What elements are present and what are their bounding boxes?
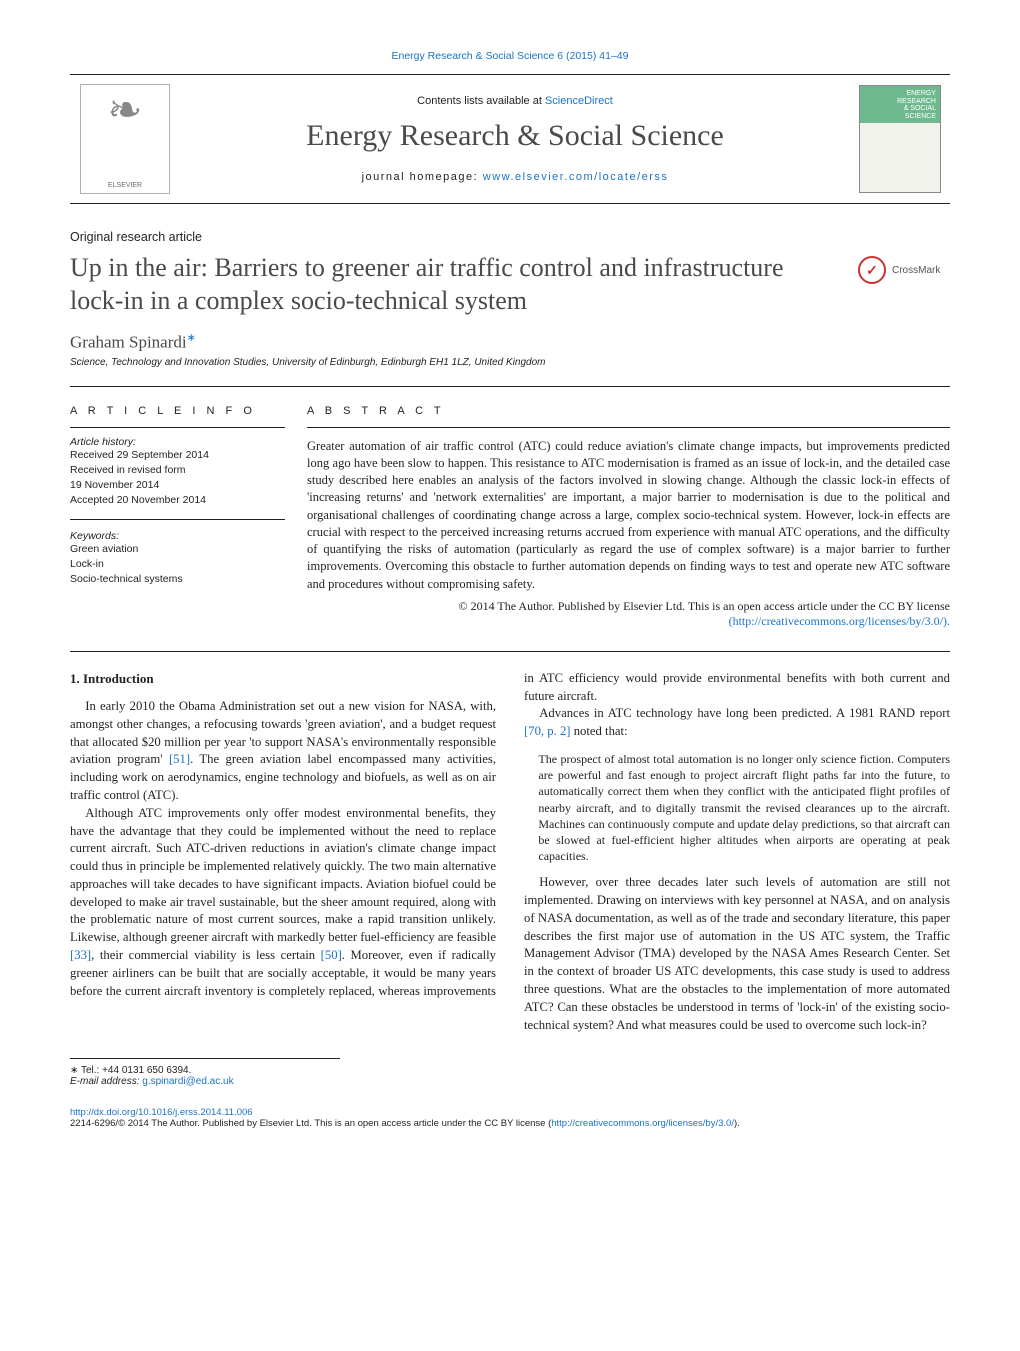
keywords-label: Keywords: bbox=[70, 530, 285, 542]
footer-license-link[interactable]: http://creativecommons.org/licenses/by/3… bbox=[551, 1118, 734, 1129]
keyword-2: Lock-in bbox=[70, 557, 285, 572]
cover-top-text: ENERGY RESEARCH & SOCIAL SCIENCE bbox=[860, 86, 940, 123]
history-received: Received 29 September 2014 bbox=[70, 448, 285, 463]
author-line: Graham Spinardi∗ bbox=[70, 331, 950, 353]
email-label: E-mail address: bbox=[70, 1076, 142, 1087]
cite-51[interactable]: [51] bbox=[169, 752, 190, 766]
doi-link[interactable]: http://dx.doi.org/10.1016/j.erss.2014.11… bbox=[70, 1107, 253, 1118]
masthead-center: Contents lists available at ScienceDirec… bbox=[180, 75, 850, 203]
cover-thumb-box: ENERGY RESEARCH & SOCIAL SCIENCE bbox=[850, 75, 950, 203]
history-accepted: Accepted 20 November 2014 bbox=[70, 493, 285, 508]
contents-line: Contents lists available at ScienceDirec… bbox=[417, 95, 613, 107]
abstract-heading: A B S T R A C T bbox=[307, 405, 950, 417]
cover-thumbnail: ENERGY RESEARCH & SOCIAL SCIENCE bbox=[859, 85, 941, 193]
block-quote: The prospect of almost total automation … bbox=[538, 751, 950, 864]
affiliation: Science, Technology and Innovation Studi… bbox=[70, 357, 950, 368]
keywords-box: Keywords: Green aviation Lock-in Socio-t… bbox=[70, 530, 285, 588]
corresponding-email[interactable]: g.spinardi@ed.ac.uk bbox=[142, 1076, 233, 1087]
cite-70[interactable]: [70, p. 2] bbox=[524, 724, 571, 738]
homepage-link[interactable]: www.elsevier.com/locate/erss bbox=[483, 171, 669, 183]
abstract-text: Greater automation of air traffic contro… bbox=[307, 438, 950, 593]
publisher-logo: ❧ ELSEVIER bbox=[80, 84, 170, 194]
contents-prefix: Contents lists available at bbox=[417, 95, 545, 107]
license-link[interactable]: (http://creativecommons.org/licenses/by/… bbox=[729, 614, 950, 628]
sciencedirect-link[interactable]: ScienceDirect bbox=[545, 95, 613, 107]
keyword-1: Green aviation bbox=[70, 542, 285, 557]
history-box: Article history: Received 29 September 2… bbox=[70, 427, 285, 520]
article-title: Up in the air: Barriers to greener air t… bbox=[70, 252, 842, 317]
crossmark-label: CrossMark bbox=[892, 265, 940, 276]
author-name: Graham Spinardi bbox=[70, 333, 187, 352]
abstract-column: A B S T R A C T Greater automation of ai… bbox=[307, 405, 950, 629]
crossmark-badge[interactable]: ✓ CrossMark bbox=[858, 256, 950, 284]
corresponding-tel: ∗ Tel.: +44 0131 650 6394. bbox=[70, 1065, 340, 1076]
homepage-line: journal homepage: www.elsevier.com/locat… bbox=[362, 171, 669, 183]
article-type: Original research article bbox=[70, 230, 950, 244]
publisher-name: ELSEVIER bbox=[108, 182, 142, 189]
issn-tail: ). bbox=[734, 1118, 740, 1129]
elsevier-tree-icon: ❧ bbox=[107, 89, 142, 131]
history-label: Article history: bbox=[70, 436, 285, 448]
article-info-heading: A R T I C L E I N F O bbox=[70, 405, 285, 417]
corresponding-asterisk: ∗ bbox=[187, 332, 196, 344]
para-4: However, over three decades later such l… bbox=[524, 874, 950, 1034]
history-revised: Received in revised form 19 November 201… bbox=[70, 463, 285, 493]
divider bbox=[70, 651, 950, 652]
cite-33[interactable]: [33] bbox=[70, 948, 91, 962]
article-info-column: A R T I C L E I N F O Article history: R… bbox=[70, 405, 285, 629]
para-3: Advances in ATC technology have long bee… bbox=[524, 705, 950, 741]
info-abstract-row: A R T I C L E I N F O Article history: R… bbox=[70, 386, 950, 629]
issn-copyright: 2214-6296/© 2014 The Author. Published b… bbox=[70, 1118, 551, 1129]
page-footer: http://dx.doi.org/10.1016/j.erss.2014.11… bbox=[70, 1107, 950, 1129]
footnotes: ∗ Tel.: +44 0131 650 6394. E-mail addres… bbox=[70, 1058, 340, 1087]
para-1: In early 2010 the Obama Administration s… bbox=[70, 698, 496, 805]
copyright-line: © 2014 The Author. Published by Elsevier… bbox=[307, 599, 950, 629]
keyword-3: Socio-technical systems bbox=[70, 572, 285, 587]
journal-name: Energy Research & Social Science bbox=[306, 119, 724, 153]
crossmark-icon: ✓ bbox=[858, 256, 886, 284]
copyright-text: © 2014 The Author. Published by Elsevier… bbox=[459, 599, 950, 613]
publisher-logo-box: ❧ ELSEVIER bbox=[70, 75, 180, 203]
cite-50[interactable]: [50] bbox=[321, 948, 342, 962]
homepage-prefix: journal homepage: bbox=[362, 171, 483, 183]
cover-body-placeholder bbox=[860, 123, 940, 192]
section-heading: 1. Introduction bbox=[70, 670, 496, 688]
masthead: ❧ ELSEVIER Contents lists available at S… bbox=[70, 74, 950, 204]
body-columns: 1. Introduction In early 2010 the Obama … bbox=[70, 670, 950, 1034]
running-head: Energy Research & Social Science 6 (2015… bbox=[70, 50, 950, 62]
